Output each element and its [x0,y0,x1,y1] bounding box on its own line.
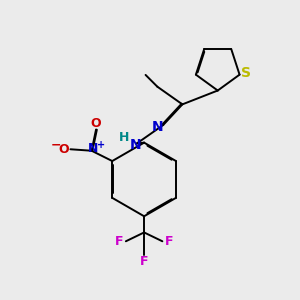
Text: S: S [241,66,251,80]
Text: N: N [152,120,164,134]
Text: +: + [97,140,105,150]
Text: N: N [88,142,98,155]
Text: F: F [165,235,173,248]
Text: −: − [50,138,61,151]
Text: H: H [119,130,130,143]
Text: F: F [140,254,148,268]
Text: O: O [91,117,101,130]
Text: N: N [130,138,141,152]
Text: O: O [58,143,69,156]
Text: F: F [115,235,124,248]
